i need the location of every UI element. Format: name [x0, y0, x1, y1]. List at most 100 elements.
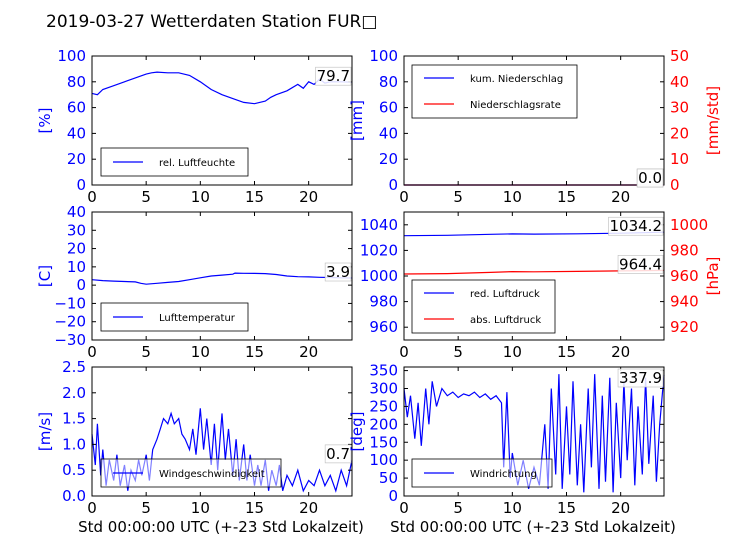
y-tick-label: 0 [388, 176, 398, 194]
x-tick-label: 10 [191, 343, 210, 361]
y-tick-label: 200 [369, 415, 398, 433]
series-line-1 [403, 374, 665, 493]
y-axis-label: [deg] [348, 412, 366, 452]
x-tick-label: 0 [399, 499, 409, 517]
y-tick-label: 100 [57, 47, 86, 65]
current-value: 0.7 [326, 445, 350, 463]
legend: Windrichtung [411, 458, 553, 488]
x-tick-label: 0 [399, 343, 409, 361]
y-tick-label: 20 [379, 150, 398, 168]
x-tick-label: 10 [191, 499, 210, 517]
y-tick-label: 350 [369, 362, 398, 380]
x-tick-label: 15 [245, 343, 264, 361]
series-line-1 [91, 71, 353, 105]
y-tick-label: 250 [369, 397, 398, 415]
y-tick-label: 1000 [360, 267, 398, 285]
current-value-2: 0.0 [638, 169, 662, 187]
y-right-tick-label: 30 [670, 99, 689, 117]
legend-entry: Lufttemperatur [159, 313, 236, 324]
y-right-tick-label: 960 [670, 267, 699, 285]
x-tick-label: 5 [453, 499, 463, 517]
legend-entry: Niederschlagsrate [470, 100, 561, 111]
x-tick-label: 0 [87, 343, 97, 361]
y-tick-label: 0 [76, 276, 86, 294]
legend: Windgeschwindigkeit [100, 458, 282, 488]
current-value: 1034.2 [610, 217, 663, 235]
series-line-2 [403, 269, 665, 275]
plot-frame [403, 366, 665, 497]
y-axis-label: [C] [36, 265, 54, 287]
y-tick-label: 40 [379, 124, 398, 142]
subplot-1: 0 5 10 15 20 0 20 40 60 80 100 [%] 79.7 rel. Luftfeuc… [36, 47, 353, 206]
legend-box [100, 302, 249, 332]
current-value-2-box [617, 255, 664, 274]
x-axis-label-right: Std 00:00:00 UTC (+-23 Std Lokalzeit) [390, 518, 676, 536]
subplot-6: 0 5 10 15 20050100150200250300350[deg]337.9W… [348, 362, 665, 517]
legend-entry: Windrichtung [470, 469, 537, 480]
y-tick-label: 10 [67, 258, 86, 276]
x-tick-label: 5 [453, 188, 463, 206]
y-tick-label: 20 [67, 240, 86, 258]
x-tick-label: 20 [299, 188, 318, 206]
y-tick-label: −20 [54, 313, 86, 331]
y-axis-label: [mm] [348, 100, 366, 141]
y-tick-label: 60 [67, 99, 86, 117]
y-tick-label: 100 [369, 451, 398, 469]
x-tick-label: 0 [399, 188, 409, 206]
y-tick-label: 2.0 [62, 384, 86, 402]
y-tick-label: 50 [379, 469, 398, 487]
y-right-tick-label: 920 [670, 318, 699, 336]
plot-frame [403, 55, 665, 186]
y-axis-label: [m/s] [36, 412, 54, 451]
x-tick-label: 5 [141, 499, 151, 517]
x-tick-label: 0 [87, 499, 97, 517]
current-value-box [315, 66, 352, 86]
plot-frame [91, 55, 353, 186]
x-tick-label: 15 [245, 188, 264, 206]
x-tick-label: 10 [503, 499, 522, 517]
current-value-2: 964.4 [619, 255, 662, 273]
y-right-tick-label: 40 [670, 73, 689, 91]
y-tick-label: 60 [379, 99, 398, 117]
legend: Lufttemperatur [100, 302, 249, 332]
y-right-axis-label: [hPa] [704, 257, 722, 296]
legend: rel. Luftfeuchte [100, 147, 249, 177]
x-axis-label-left: Std 00:00:00 UTC (+-23 Std Lokalzeit) [78, 518, 364, 536]
y-right-tick-label: 20 [670, 124, 689, 142]
figure-title: 2019-03-27 Wetterdaten Station FUR□ [46, 12, 377, 32]
legend-entry: abs. Luftdruck [470, 315, 541, 326]
subplot-2: 0 5 10 15 20 0 20 40 60 80 100 0 10 20 30 40 50 [mm] [mm/s… [348, 47, 722, 206]
current-value-box [608, 216, 664, 236]
current-value: 337.9 [619, 369, 662, 387]
y-tick-label: 80 [379, 73, 398, 91]
legend-box [411, 279, 556, 334]
current-value: 3.9 [326, 263, 350, 281]
y-tick-label: 2.5 [62, 358, 86, 376]
y-right-tick-label: 980 [670, 241, 699, 259]
x-tick-label: 15 [557, 188, 576, 206]
current-value: 79.7 [317, 67, 350, 85]
subplot-4: 0 5 10 15 20 960 980 1000 1020 1040 920 940 960 980 10… [360, 211, 722, 361]
current-value-box [617, 368, 664, 388]
y-tick-label: 0.0 [62, 487, 86, 505]
x-tick-label: 10 [191, 188, 210, 206]
y-tick-label: −30 [54, 331, 86, 349]
x-tick-label: 5 [141, 188, 151, 206]
y-tick-label: 1020 [360, 241, 398, 259]
y-tick-label: 0.5 [62, 461, 86, 479]
x-tick-label: 20 [611, 343, 630, 361]
legend-entry: kum. Niederschlag [470, 74, 563, 85]
y-tick-label: 40 [67, 124, 86, 142]
x-tick-label: 10 [503, 343, 522, 361]
y-right-tick-label: 10 [670, 150, 689, 168]
y-tick-label: 20 [67, 150, 86, 168]
y-right-axis-label: [mm/std] [704, 86, 722, 155]
plot-frame [91, 366, 353, 497]
y-right-tick-label: 940 [670, 293, 699, 311]
y-axis-label: [%] [36, 108, 54, 134]
x-tick-label: 15 [557, 343, 576, 361]
legend-entry: Windgeschwindigkeit [159, 469, 265, 480]
